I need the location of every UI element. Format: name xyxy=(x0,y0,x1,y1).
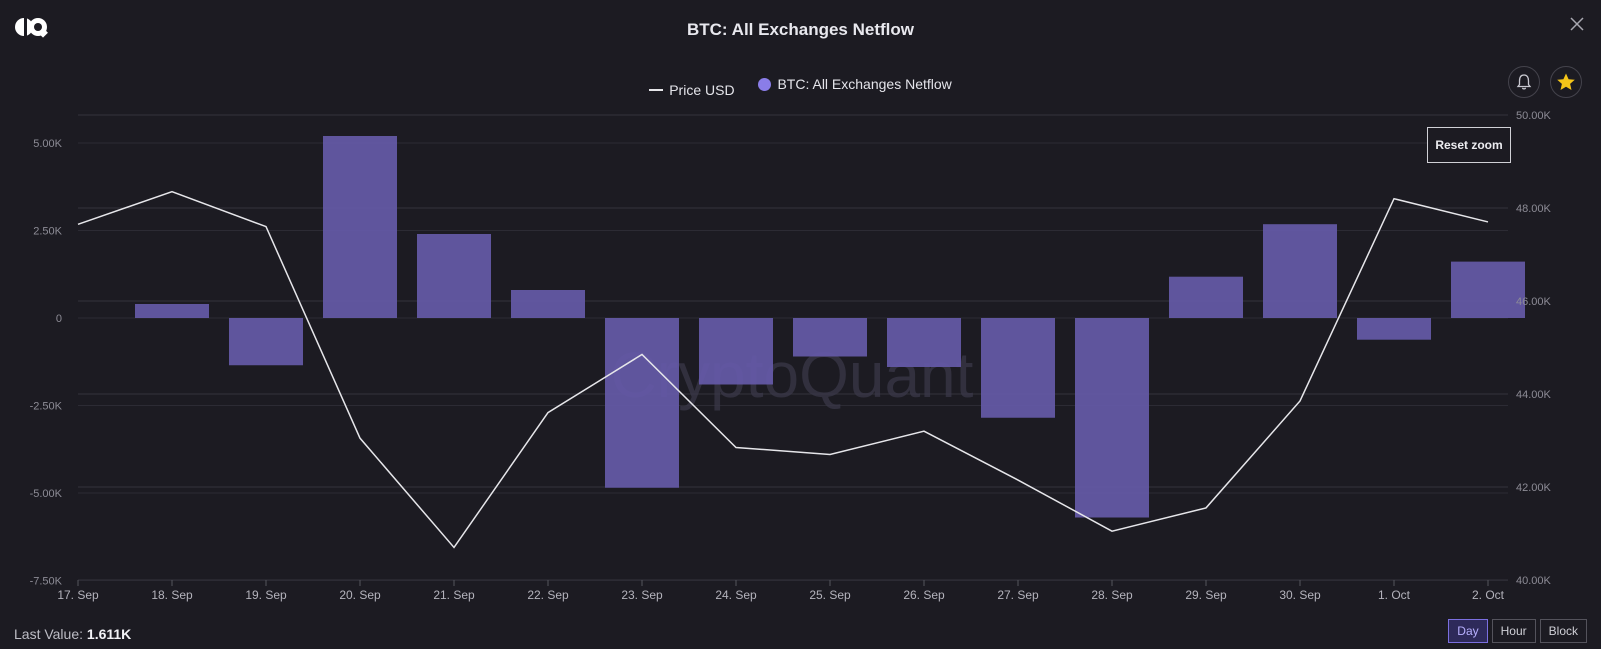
netflow-bar xyxy=(323,136,397,318)
right-tick-label: 50.00K xyxy=(1516,110,1552,122)
left-tick-label: -7.50K xyxy=(30,576,63,588)
x-axis-ticks: 17. Sep 18. Sep 19. Sep 20. Sep 21. Sep 22. S… xyxy=(57,580,1505,602)
netflow-bar xyxy=(981,318,1055,418)
netflow-bar xyxy=(887,318,961,367)
price-line-path xyxy=(77,190,1489,549)
left-tick-label: 5.00K xyxy=(33,138,62,150)
range-block-button[interactable]: Block xyxy=(1539,619,1587,643)
star-icon xyxy=(1557,73,1575,90)
chart-title: BTC: All Exchanges Netflow xyxy=(686,20,914,39)
x-tick-label: 2. Oct xyxy=(1472,588,1505,602)
price-line xyxy=(77,190,1489,549)
x-tick-label: 1. Oct xyxy=(1378,588,1411,602)
range-selector: Day Hour Block xyxy=(1448,619,1587,643)
reset-zoom-button[interactable]: Reset zoom xyxy=(1427,127,1511,163)
legend-price-label: Price USD xyxy=(669,81,735,98)
x-tick-label: 26. Sep xyxy=(903,588,945,602)
netflow-bar xyxy=(699,318,773,385)
netflow-bar xyxy=(605,318,679,488)
alert-button[interactable] xyxy=(1508,66,1540,98)
netflow-bar xyxy=(793,318,867,357)
x-tick-label: 28. Sep xyxy=(1091,588,1133,602)
left-tick-label: -2.50K xyxy=(30,401,63,413)
legend-netflow-label: BTC: All Exchanges Netflow xyxy=(777,76,952,92)
netflow-bar xyxy=(417,234,491,318)
netflow-bar xyxy=(1357,318,1431,340)
x-tick-label: 21. Sep xyxy=(433,588,475,602)
x-tick-label: 19. Sep xyxy=(245,588,287,602)
left-tick-label: 2.50K xyxy=(33,226,62,238)
x-tick-label: 22. Sep xyxy=(527,588,569,602)
netflow-bar xyxy=(1263,224,1337,318)
right-tick-label: 46.00K xyxy=(1516,296,1552,308)
range-day-button[interactable]: Day xyxy=(1448,619,1488,643)
bell-icon xyxy=(1516,74,1532,90)
x-tick-label: 23. Sep xyxy=(621,588,663,602)
netflow-bar xyxy=(1075,318,1149,518)
last-value: Last Value: 1.611K xyxy=(14,626,131,642)
x-tick-label: 27. Sep xyxy=(997,588,1039,602)
netflow-bar xyxy=(135,304,209,318)
right-axis-ticks: 50.00K 48.00K 46.00K 44.00K 42.00K 40.00K xyxy=(1516,110,1552,587)
legend-line-swatch xyxy=(649,88,664,91)
legend-item-price[interactable]: Price USD xyxy=(649,81,735,98)
right-tick-label: 42.00K xyxy=(1516,482,1552,494)
x-tick-label: 24. Sep xyxy=(715,588,757,602)
last-value-number: 1.611K xyxy=(86,626,132,642)
x-tick-label: 29. Sep xyxy=(1185,588,1227,602)
x-tick-label: 17. Sep xyxy=(57,588,99,602)
netflow-bars xyxy=(135,136,1525,518)
range-hour-button[interactable]: Hour xyxy=(1491,619,1536,643)
netflow-bar xyxy=(511,290,585,318)
logo-icon xyxy=(15,18,48,38)
x-tick-label: 25. Sep xyxy=(809,588,851,602)
x-tick-label: 18. Sep xyxy=(151,588,193,602)
left-axis-ticks: 5.00K 2.50K 0 -2.50K -5.00K -7.50K xyxy=(30,138,63,588)
left-tick-label: 0 xyxy=(56,313,62,325)
last-value-label: Last Value: xyxy=(14,626,84,642)
legend-dot-swatch xyxy=(758,77,772,91)
left-tick-label: -5.00K xyxy=(30,488,63,500)
chart-legend: Price USD BTC: All Exchanges Netflow xyxy=(0,76,1601,98)
favorite-button[interactable] xyxy=(1550,66,1582,98)
right-tick-label: 48.00K xyxy=(1516,203,1552,215)
legend-item-netflow[interactable]: BTC: All Exchanges Netflow xyxy=(758,76,952,92)
x-tick-label: 30. Sep xyxy=(1279,588,1321,602)
right-tick-label: 44.00K xyxy=(1516,389,1552,401)
x-tick-label: 20. Sep xyxy=(339,588,381,602)
netflow-bar xyxy=(1451,261,1525,318)
netflow-bar xyxy=(1169,276,1243,318)
right-tick-label: 40.00K xyxy=(1516,575,1552,587)
close-icon[interactable] xyxy=(1567,14,1587,34)
netflow-bar xyxy=(229,318,303,366)
